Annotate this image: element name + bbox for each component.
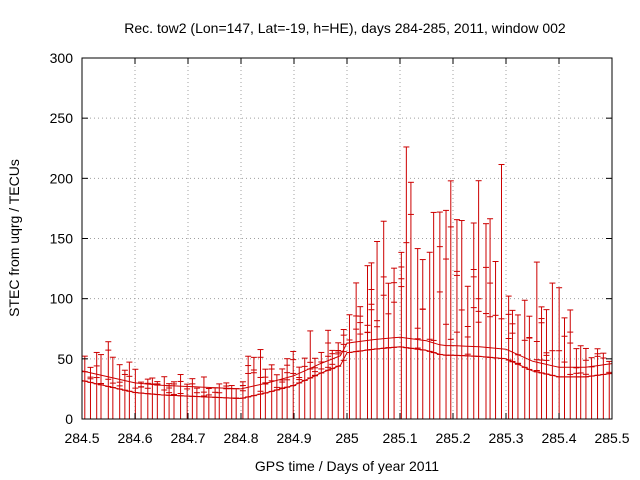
y-tick-label: 250: [50, 110, 74, 126]
x-tick-label: 285.2: [435, 430, 470, 446]
error-bar: [335, 342, 342, 419]
error-bar: [284, 358, 291, 419]
y-tick-label: 200: [50, 170, 74, 186]
y-tick-label: 100: [50, 291, 74, 307]
x-tick-label: 284.5: [64, 430, 99, 446]
error-bar: [340, 329, 347, 419]
error-bar: [470, 222, 477, 419]
error-bar: [526, 315, 533, 419]
x-tick-label: 285.3: [488, 430, 523, 446]
x-tick-label: 285.4: [541, 430, 576, 446]
x-axis-label: GPS time / Days of year 2011: [255, 458, 439, 474]
error-bar: [273, 374, 280, 419]
axis-ticks: 284.5 284.6 284.7 284.8 284.9 285 285.1 285.2 28…: [50, 50, 630, 446]
error-bar: [561, 317, 568, 419]
y-axis-label: STEC from uqrg / TECUs: [6, 159, 22, 317]
error-bar: [357, 306, 364, 419]
x-tick-label: 284.7: [170, 430, 205, 446]
error-bar: [475, 180, 482, 419]
x-tick-label: 285: [335, 430, 359, 446]
mid-envelope-line: [81, 336, 613, 390]
y-tick-label: 300: [50, 50, 74, 66]
y-tick-label: 0: [65, 411, 73, 427]
error-bar: [301, 357, 308, 419]
x-tick-label: 285.5: [594, 430, 629, 446]
error-bar: [325, 329, 332, 419]
chart-title: Rec. tow2 (Lon=147, Lat=-19, h=HE), days…: [124, 20, 566, 36]
error-bar: [430, 211, 437, 419]
grid-layer: [82, 58, 612, 419]
x-tick-label: 284.8: [223, 430, 258, 446]
error-bar: [453, 219, 460, 419]
x-tick-label: 284.9: [276, 430, 311, 446]
error-bar: [521, 299, 528, 419]
y-tick-label: 50: [57, 351, 73, 367]
error-bars: [81, 146, 613, 419]
y-tick-label: 150: [50, 231, 74, 247]
error-bar: [166, 383, 173, 419]
x-tick-label: 284.6: [117, 430, 152, 446]
lower-envelope-line: [81, 346, 613, 400]
x-tick-label: 285.1: [382, 430, 417, 446]
